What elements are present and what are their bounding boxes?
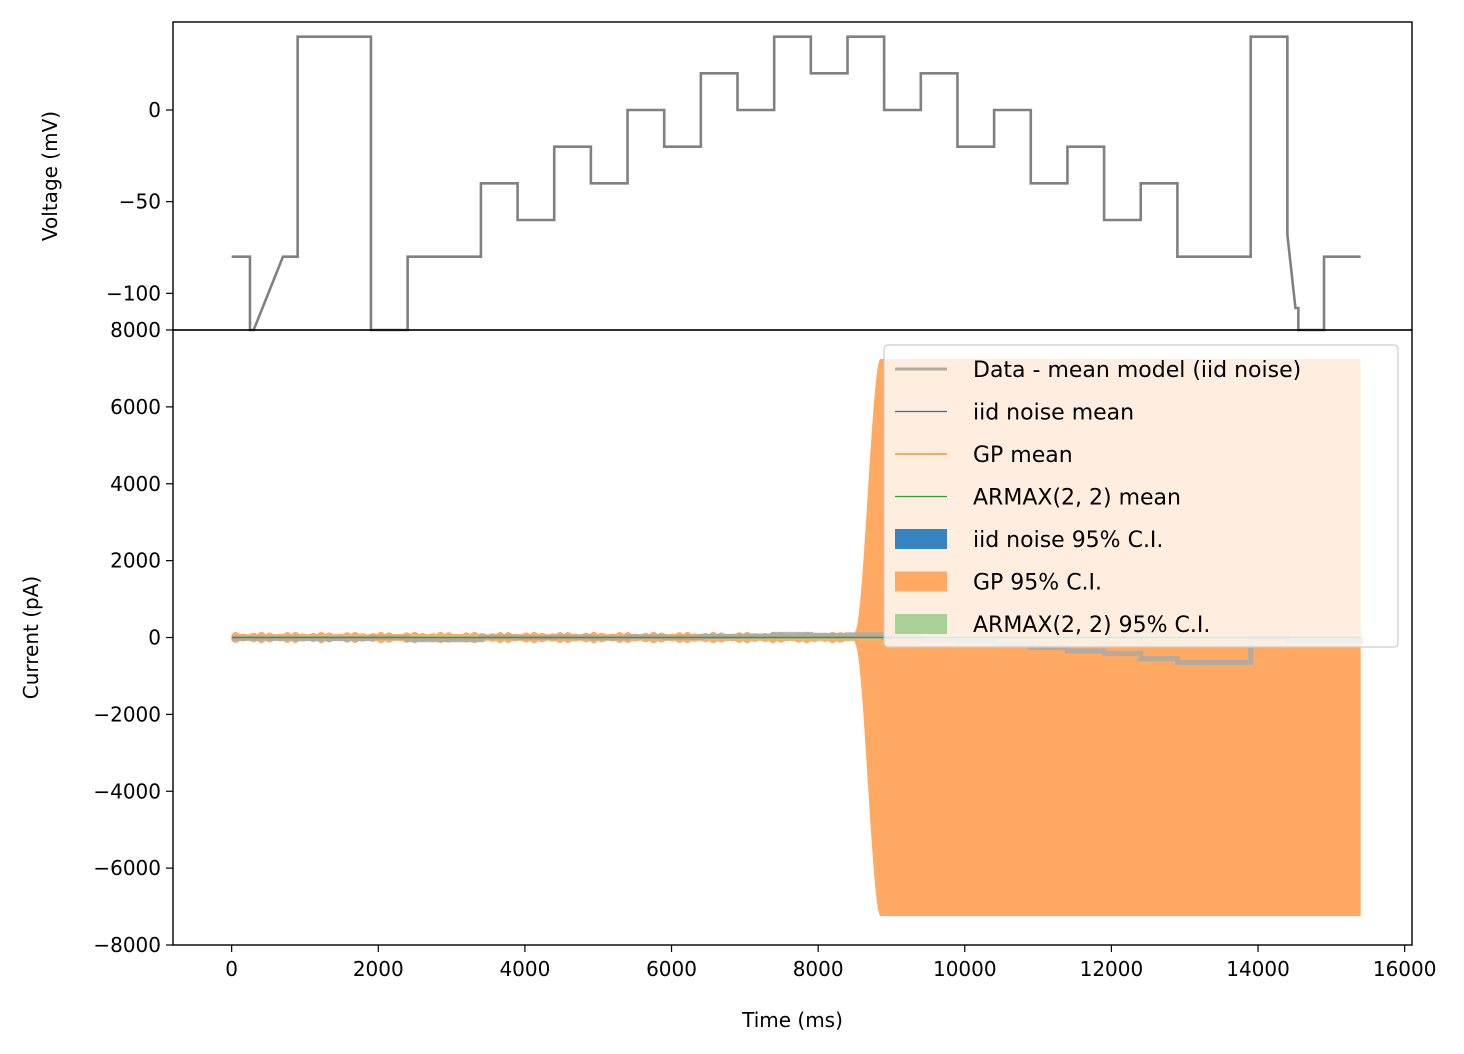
voltage-trace [231, 35, 1361, 332]
y-tick-label: 6000 [110, 395, 161, 419]
y-tick-label: −6000 [93, 856, 161, 880]
x-tick-label: 16000 [1373, 957, 1437, 981]
y-tick-label: 8000 [110, 318, 161, 342]
y-tick-label: 4000 [110, 472, 161, 496]
y-tick-label: −8000 [93, 933, 161, 957]
legend-patch-swatch [895, 571, 947, 592]
legend-entry: ARMAX(2, 2) mean [895, 486, 1181, 511]
x-tick-label: 12000 [1080, 957, 1144, 981]
y-tick-label: −100 [106, 281, 161, 305]
legend-label: GP 95% C.I. [973, 571, 1102, 596]
x-tick-label: 8000 [793, 957, 844, 981]
y-tick-label: −2000 [93, 702, 161, 726]
y-tick-label: 2000 [110, 549, 161, 573]
legend-entry: iid noise mean [895, 401, 1134, 426]
legend-entry: Data - mean model (iid noise) [895, 358, 1301, 383]
y-tick-label: 0 [148, 626, 161, 650]
legend-label: Data - mean model (iid noise) [973, 358, 1301, 383]
x-tick-label: 0 [225, 957, 238, 981]
legend-patch-swatch [895, 529, 947, 549]
legend-label: ARMAX(2, 2) 95% C.I. [973, 613, 1210, 638]
y-tick-label: −50 [119, 190, 161, 214]
x-tick-label: 10000 [933, 957, 997, 981]
y-axis-label: Current (pA) [19, 576, 43, 699]
legend-label: ARMAX(2, 2) mean [973, 486, 1181, 511]
legend-label: iid noise 95% C.I. [973, 528, 1163, 553]
legend-entry: ARMAX(2, 2) 95% C.I. [895, 613, 1210, 638]
plot-frame [172, 329, 1413, 946]
legend-entry: GP 95% C.I. [895, 571, 1102, 596]
x-tick-label: 14000 [1226, 957, 1290, 981]
x-tick-label: 6000 [646, 957, 697, 981]
legend: Data - mean model (iid noise) iid noise m… [883, 344, 1399, 648]
legend-label: iid noise mean [973, 401, 1134, 426]
y-tick-label: 0 [148, 98, 161, 122]
legend-label: GP mean [973, 443, 1073, 468]
legend-box [883, 344, 1399, 648]
y-axis-label: Voltage (mV) [38, 111, 62, 241]
x-axis-label: Time (ms) [741, 1008, 843, 1032]
x-tick-label: 2000 [353, 957, 404, 981]
x-tick-label: 4000 [499, 957, 550, 981]
legend-entry: iid noise 95% C.I. [895, 528, 1163, 553]
voltage-panel: 0 −50 −100 Voltage (mV) [38, 21, 1413, 332]
legend-entry: GP mean [895, 443, 1073, 468]
legend-patch-swatch [895, 614, 947, 634]
plot-frame [172, 21, 1413, 331]
y-tick-label: −4000 [93, 779, 161, 803]
